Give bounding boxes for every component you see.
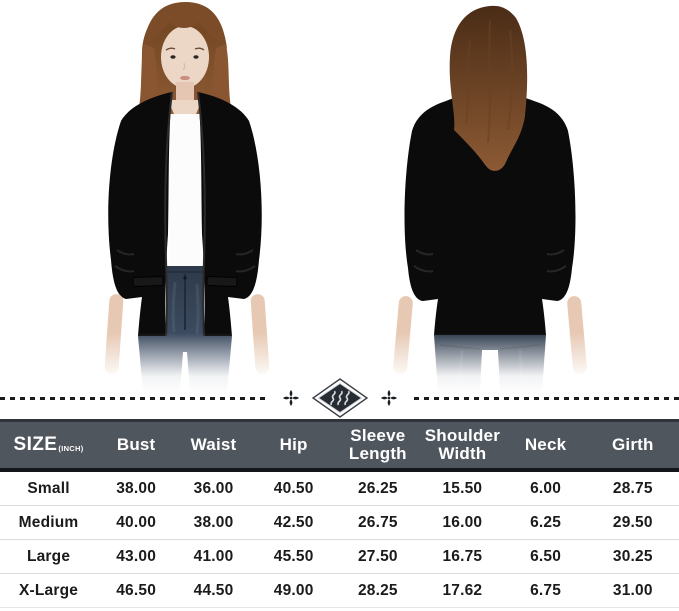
fleuron-icon: [380, 389, 398, 407]
col-header-sleeve-length: Sleeve Length: [348, 425, 407, 463]
cell-value: 15.50: [442, 479, 483, 497]
col-header-shoulder-width: Shoulder Width: [424, 425, 501, 463]
photo-strip: [0, 0, 679, 393]
size-label: SIZE: [13, 433, 58, 455]
ornamental-divider: [0, 376, 679, 420]
cell-value: 42.50: [273, 513, 314, 531]
cell-value: 28.25: [357, 581, 398, 599]
col-header-girth: Girth: [611, 434, 654, 454]
cell-value: 26.25: [357, 479, 398, 497]
cell-value: 38.00: [193, 513, 234, 531]
size-name: Small: [27, 479, 70, 497]
cell-value: 30.25: [612, 547, 653, 565]
cell-value: 26.75: [357, 513, 398, 531]
cell-value: 16.75: [442, 547, 483, 565]
col-header-bust: Bust: [116, 434, 156, 454]
size-chart-table: SIZE (INCH) Bust Waist Hip Sleeve Length…: [0, 419, 679, 608]
table-row-medium: Medium 40.00 38.00 42.50 26.75 16.00 6.2…: [0, 506, 679, 540]
cell-value: 27.50: [357, 547, 398, 565]
cell-value: 16.00: [442, 513, 483, 531]
cell-value: 40.00: [116, 513, 157, 531]
dashed-line-left: [0, 396, 266, 400]
table-row-x-large: X-Large 46.50 44.50 49.00 28.25 17.62 6.…: [0, 574, 679, 608]
dashed-line-right: [413, 396, 679, 400]
table-row-small: Small 38.00 36.00 40.50 26.25 15.50 6.00…: [0, 472, 679, 506]
cell-value: 17.62: [442, 581, 483, 599]
cell-value: 41.00: [193, 547, 234, 565]
cell-value: 28.75: [612, 479, 653, 497]
col-header-waist: Waist: [190, 434, 237, 454]
size-name: Medium: [18, 513, 79, 531]
cell-value: 6.00: [530, 479, 562, 497]
cell-value: 29.50: [612, 513, 653, 531]
cell-value: 45.50: [273, 547, 314, 565]
cell-value: 49.00: [273, 581, 314, 599]
size-chart-header-row: SIZE (INCH) Bust Waist Hip Sleeve Length…: [0, 419, 679, 472]
cell-value: 36.00: [193, 479, 234, 497]
cell-value: 38.00: [116, 479, 157, 497]
cell-value: 40.50: [273, 479, 314, 497]
diamond-steam-logo-icon: [311, 378, 368, 418]
table-row-large: Large 43.00 41.00 45.50 27.50 16.75 6.50…: [0, 540, 679, 574]
cell-value: 44.50: [193, 581, 234, 599]
cell-value: 6.50: [530, 547, 562, 565]
col-header-hip: Hip: [279, 434, 308, 454]
cell-value: 6.75: [530, 581, 562, 599]
size-name: Large: [26, 547, 71, 565]
col-header-size: SIZE (INCH): [0, 433, 97, 455]
size-unit-label: (INCH): [58, 443, 84, 453]
size-name: X-Large: [18, 581, 79, 599]
cell-value: 46.50: [116, 581, 157, 599]
col-header-neck: Neck: [524, 434, 567, 454]
cell-value: 43.00: [116, 547, 157, 565]
cell-value: 31.00: [612, 581, 653, 599]
cell-value: 6.25: [530, 513, 562, 531]
fleuron-icon: [282, 389, 300, 407]
